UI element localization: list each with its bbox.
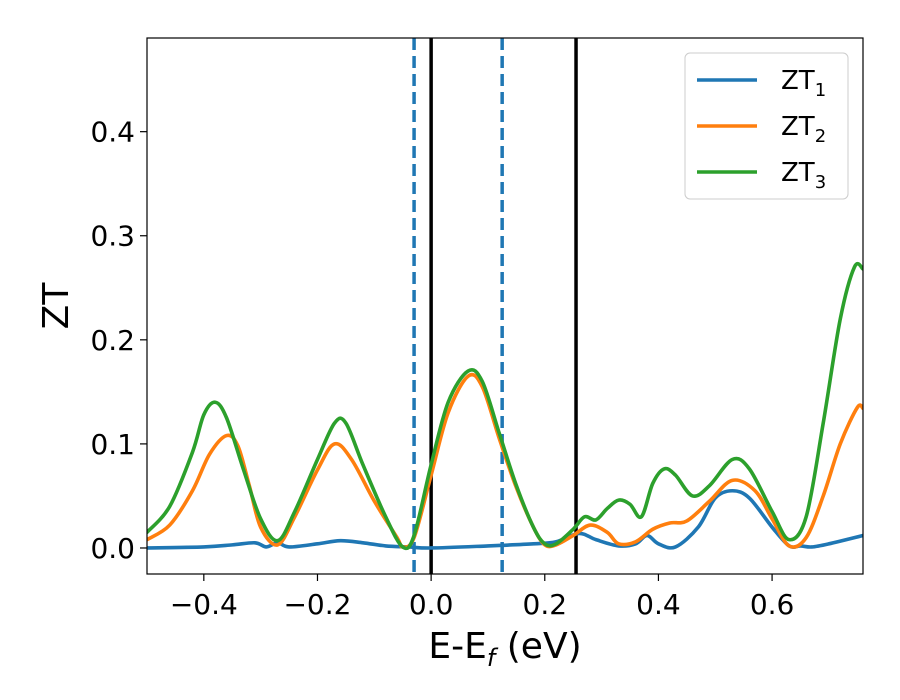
- vertical-reference-lines: [412, 38, 578, 574]
- y-tick-label: 0.0: [90, 532, 135, 565]
- x-tick-label: −0.4: [170, 588, 238, 621]
- y-axis-ticks: 0.0 0.1 0.2 0.3 0.4: [90, 116, 147, 565]
- y-tick-label: 0.3: [90, 220, 135, 253]
- x-tick-label: 0.2: [523, 588, 568, 621]
- series-line-zt2: [147, 372, 863, 549]
- y-tick-label: 0.2: [90, 324, 135, 357]
- plot-frame: [146, 37, 864, 575]
- y-tick-label: 0.1: [90, 428, 135, 461]
- x-axis-ticks: −0.4 −0.2 0.0 0.2 0.4 0.6: [170, 574, 795, 621]
- y-axis-label: ZT: [36, 282, 77, 330]
- y-tick-label: 0.4: [90, 116, 135, 149]
- series-line-zt3: [147, 261, 863, 551]
- x-axis-label: E-Ef (eV): [428, 626, 581, 672]
- x-tick-label: 0.0: [409, 588, 454, 621]
- x-tick-label: −0.2: [283, 588, 351, 621]
- x-tick-label: 0.6: [750, 588, 795, 621]
- legend-label-zt2: ZT2: [781, 112, 826, 147]
- legend-label-zt1: ZT1: [781, 66, 826, 101]
- x-tick-label: 0.4: [636, 588, 681, 621]
- series-layer: [147, 261, 863, 551]
- legend-label-zt3: ZT3: [781, 158, 826, 193]
- legend-box: [684, 52, 849, 200]
- legend: ZT1 ZT2 ZT3: [684, 52, 849, 200]
